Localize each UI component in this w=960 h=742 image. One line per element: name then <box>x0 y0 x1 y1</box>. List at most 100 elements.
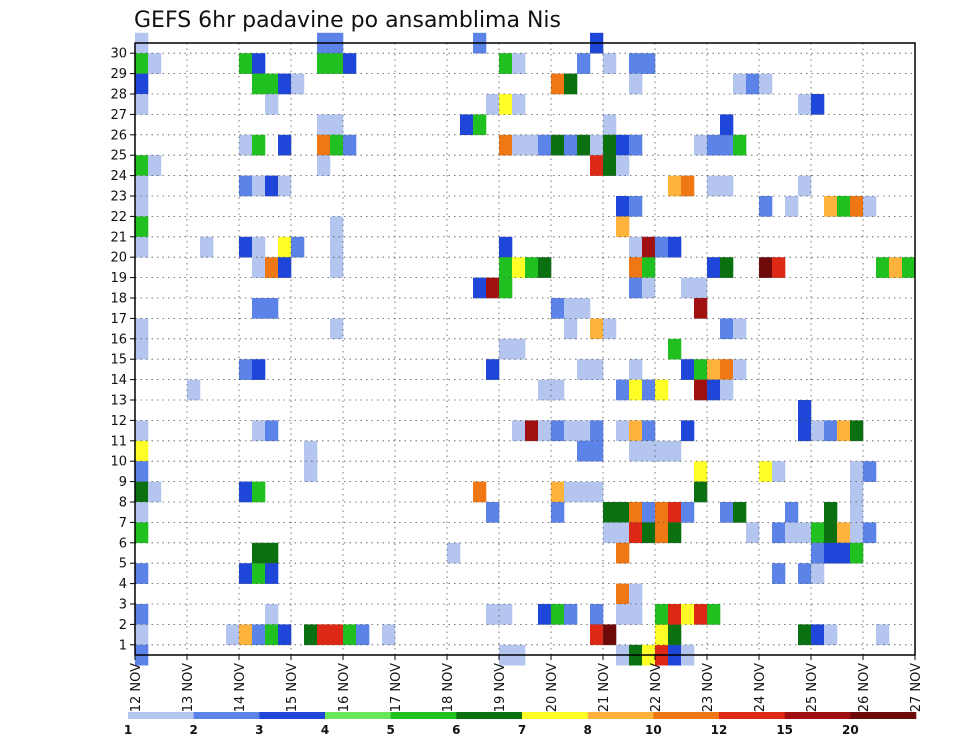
heatmap-cell <box>603 318 617 340</box>
heatmap-cell <box>603 155 617 176</box>
heatmap-cell <box>642 502 656 523</box>
heatmap-cell <box>239 134 253 156</box>
heatmap-cell <box>473 481 487 503</box>
color-scale-swatch <box>325 712 391 719</box>
heatmap-cell <box>135 420 149 442</box>
x-tick-label: 13 NOV <box>181 663 196 712</box>
heatmap-cell <box>785 502 799 523</box>
heatmap-cell <box>837 542 851 564</box>
heatmap-cell <box>668 175 682 197</box>
heatmap-cell <box>239 359 253 380</box>
heatmap-cell <box>837 196 851 217</box>
heatmap-cell <box>824 624 838 646</box>
heatmap-cell <box>733 502 747 523</box>
heatmap-cell <box>564 604 578 625</box>
heatmap-cell <box>850 542 864 564</box>
heatmap-cell <box>824 522 838 544</box>
x-tick-label: 12 NOV <box>129 663 144 712</box>
heatmap-cell <box>668 502 682 523</box>
color-scale-swatch <box>587 712 654 719</box>
color-scale-label: 4 <box>321 723 329 737</box>
heatmap-cell <box>655 502 669 523</box>
color-scale-swatch <box>456 712 523 719</box>
heatmap-cell <box>720 379 734 401</box>
heatmap-cell <box>772 257 786 278</box>
heatmap-cell <box>668 236 682 258</box>
heatmap-cell <box>642 257 656 278</box>
heatmap-cell <box>629 257 643 278</box>
heatmap-cell <box>811 563 825 584</box>
y-tick-label: 17 <box>110 312 127 327</box>
heatmap-cell <box>135 604 149 625</box>
heatmap-cell <box>551 379 565 401</box>
y-tick-label: 16 <box>110 332 127 347</box>
color-scale-swatch <box>784 712 851 719</box>
heatmap-cell <box>265 94 279 115</box>
heatmap-cell <box>135 522 149 544</box>
y-tick-label: 27 <box>110 108 127 123</box>
heatmap-cell <box>616 216 630 238</box>
heatmap-cell <box>850 502 864 523</box>
heatmap-cell <box>135 563 149 584</box>
heatmap-cell <box>590 604 604 625</box>
heatmap-cell <box>486 359 500 380</box>
heatmap-cell <box>317 624 331 646</box>
heatmap-cell <box>746 522 760 544</box>
heatmap-cell <box>707 604 721 625</box>
heatmap-cell <box>512 134 526 156</box>
heatmap-cell <box>304 624 318 646</box>
heatmap-cell <box>564 73 578 95</box>
heatmap-cell <box>304 440 318 462</box>
heatmap-cell <box>473 114 487 136</box>
heatmap-cell <box>473 277 487 299</box>
heatmap-cell <box>681 502 695 523</box>
heatmap-cell <box>720 359 734 380</box>
heatmap-cell <box>291 236 305 258</box>
color-scale-swatch <box>653 712 720 719</box>
heatmap-cell <box>811 522 825 544</box>
heatmap-cell <box>330 257 344 278</box>
heatmap-cell <box>252 420 266 442</box>
heatmap-cell <box>798 624 812 646</box>
heatmap-cell <box>616 502 630 523</box>
heatmap-cell <box>876 257 890 278</box>
heatmap-cell <box>642 522 656 544</box>
heatmap-cell <box>681 359 695 380</box>
heatmap-cell <box>681 175 695 197</box>
heatmap-cell <box>135 624 149 646</box>
heatmap-cell <box>148 53 162 74</box>
heatmap-cell <box>694 134 708 156</box>
heatmap-cell <box>200 236 214 258</box>
heatmap-cell <box>265 420 279 442</box>
heatmap-cell <box>512 257 526 278</box>
heatmap-cell <box>135 94 149 115</box>
heatmap-cell <box>135 53 149 74</box>
heatmap-cell <box>252 175 266 197</box>
y-tick-label: 22 <box>110 210 127 225</box>
heatmap-cell <box>603 53 617 74</box>
heatmap-cell <box>564 420 578 442</box>
heatmap-cell <box>655 379 669 401</box>
heatmap-cell <box>499 338 513 360</box>
heatmap-cell <box>668 338 682 360</box>
heatmap-cell <box>629 604 643 625</box>
heatmap-cell <box>135 318 149 340</box>
heatmap-cell <box>759 196 773 217</box>
heatmap-cell <box>785 196 799 217</box>
heatmap-cell <box>343 624 357 646</box>
color-scale-label: 8 <box>583 723 591 737</box>
heatmap-cell <box>590 624 604 646</box>
heatmap-cell <box>239 624 253 646</box>
x-tick-label: 27 NOV <box>909 663 924 712</box>
heatmap-cell <box>278 236 292 258</box>
heatmap-cell <box>551 604 565 625</box>
heatmap-cell <box>278 257 292 278</box>
heatmap-cell <box>759 461 773 482</box>
color-scale-swatch <box>259 712 326 719</box>
heatmap-cell <box>538 134 552 156</box>
heatmap-cell <box>265 175 279 197</box>
heatmap-cell <box>538 420 552 442</box>
heatmap-cell <box>824 502 838 523</box>
y-tick-label: 30 <box>110 47 127 62</box>
heatmap-cell <box>252 134 266 156</box>
